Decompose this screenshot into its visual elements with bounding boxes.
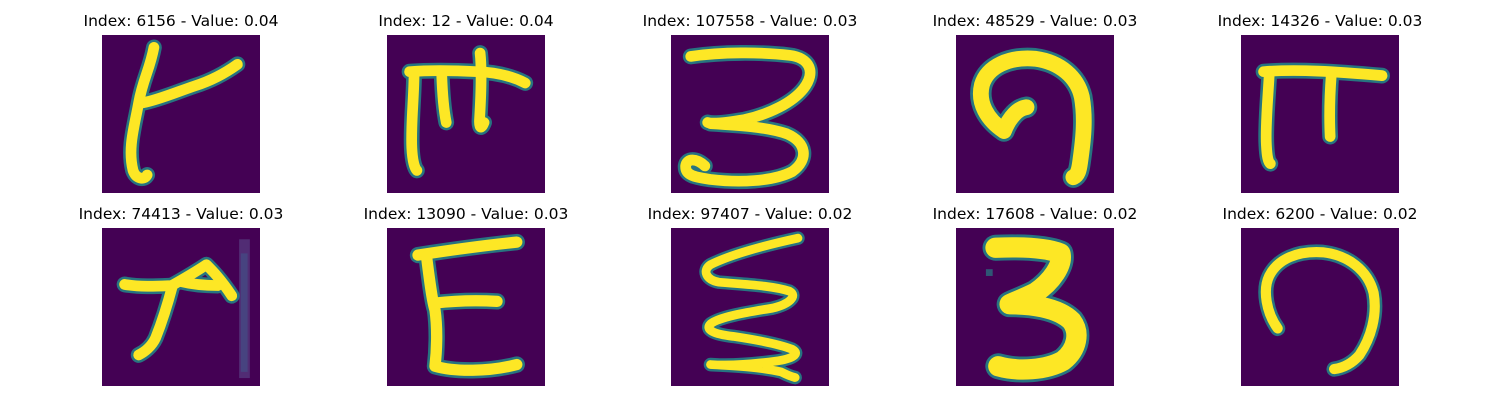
digit-image <box>387 228 545 386</box>
panel-3: Index: 48529 - Value: 0.03 <box>933 12 1137 206</box>
panel-title: Index: 6156 - Value: 0.04 <box>83 12 279 30</box>
digit-image <box>671 228 829 386</box>
panel-8: Index: 17608 - Value: 0.02 <box>933 205 1137 399</box>
digit-image <box>102 228 260 386</box>
digit-image <box>956 35 1114 193</box>
digit-image <box>1241 228 1399 386</box>
panel-9: Index: 6200 - Value: 0.02 <box>1223 205 1417 399</box>
panel-title: Index: 14326 - Value: 0.03 <box>1217 12 1423 30</box>
panel-2: Index: 107558 - Value: 0.03 <box>643 12 857 206</box>
panel-5: Index: 74413 - Value: 0.03 <box>79 205 283 399</box>
digit-image <box>102 35 260 193</box>
panel-title: Index: 107558 - Value: 0.03 <box>642 12 858 30</box>
panel-1: Index: 12 - Value: 0.04 <box>378 12 554 206</box>
panel-7: Index: 97407 - Value: 0.02 <box>648 205 852 399</box>
digit-image <box>387 35 545 193</box>
panel-4: Index: 14326 - Value: 0.03 <box>1218 12 1422 206</box>
digit-image <box>956 228 1114 386</box>
panel-title: Index: 17608 - Value: 0.02 <box>932 205 1138 223</box>
digit-image <box>1241 35 1399 193</box>
panel-title: Index: 48529 - Value: 0.03 <box>932 12 1138 30</box>
panel-title: Index: 74413 - Value: 0.03 <box>78 205 284 223</box>
panel-title: Index: 97407 - Value: 0.02 <box>647 205 853 223</box>
panel-title: Index: 6200 - Value: 0.02 <box>1222 205 1418 223</box>
panel-6: Index: 13090 - Value: 0.03 <box>364 205 568 399</box>
panel-title: Index: 12 - Value: 0.04 <box>378 12 554 30</box>
digit-image <box>671 35 829 193</box>
panel-title: Index: 13090 - Value: 0.03 <box>363 205 569 223</box>
panel-0: Index: 6156 - Value: 0.04 <box>84 12 278 206</box>
